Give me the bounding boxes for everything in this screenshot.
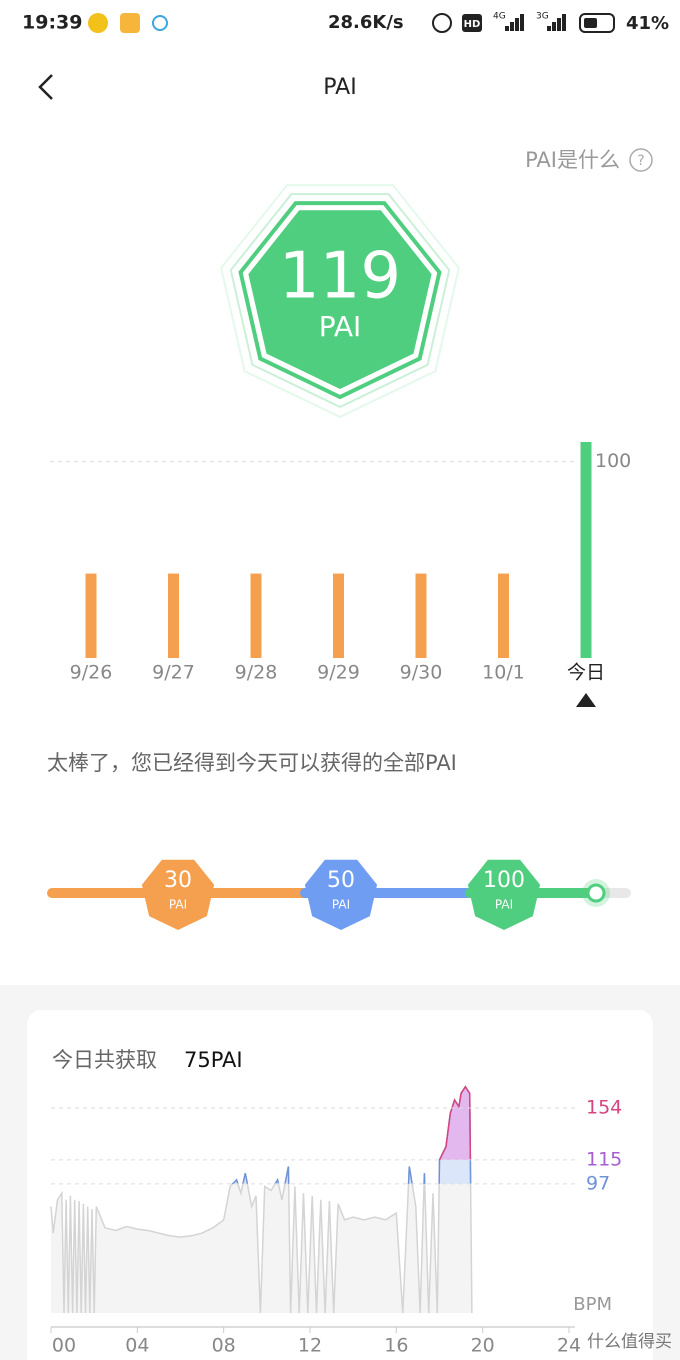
- milestone-value: 50: [327, 868, 355, 893]
- card-title: 今日共获取: [52, 1048, 157, 1072]
- milestone-value: 100: [483, 868, 525, 893]
- progress-knob: [586, 883, 606, 903]
- x-tick-label: 04: [125, 1335, 149, 1357]
- app-icon: [88, 13, 108, 33]
- x-tick-label: 16: [384, 1335, 408, 1357]
- hr-line: [50, 1085, 473, 1314]
- bar: [168, 573, 179, 658]
- x-tick-label: 9/30: [400, 662, 443, 684]
- app-icon: [120, 13, 140, 33]
- message: 太棒了，您已经得到今天可以获得的全部PAI: [47, 751, 457, 775]
- battery-level: [584, 18, 597, 28]
- hr-area: [51, 1086, 472, 1313]
- watermark: 什么值得买: [587, 1332, 672, 1352]
- milestone-unit: PAI: [495, 898, 513, 912]
- y-tick-label: 115: [586, 1148, 622, 1170]
- x-tick-label: 9/27: [152, 662, 195, 684]
- help-icon[interactable]: [629, 148, 653, 172]
- signal: [505, 14, 524, 31]
- score-value: 119: [279, 240, 401, 314]
- hd: HD: [464, 19, 481, 30]
- signal: [547, 14, 566, 31]
- hd-badge: [462, 14, 482, 32]
- bar: [580, 442, 592, 658]
- alarm-icon: [432, 13, 452, 33]
- milestone-value: 30: [164, 868, 192, 893]
- help-icon-text: ?: [637, 153, 644, 169]
- badge-ring: [220, 184, 460, 419]
- x-tick-label: 08: [212, 1335, 236, 1357]
- hr-area-zone: [232, 1086, 471, 1184]
- milestone-unit: PAI: [332, 898, 350, 912]
- score-badge: [220, 184, 460, 419]
- app-icon: [152, 15, 168, 31]
- help-link[interactable]: PAI是什么: [525, 148, 620, 172]
- milestone-unit: PAI: [169, 898, 187, 912]
- card-total: 75PAI: [184, 1048, 243, 1072]
- battery: [579, 13, 615, 33]
- back-button[interactable]: [38, 74, 53, 100]
- score-unit: PAI: [319, 310, 362, 343]
- x-tick-label: 今日: [567, 662, 605, 684]
- bar: [250, 573, 262, 658]
- y-tick-label: 100: [595, 450, 631, 472]
- y-tick-label: 154: [586, 1096, 622, 1118]
- x-tick-label: 9/28: [235, 662, 278, 684]
- x-tick-label: 10/1: [482, 662, 525, 684]
- milestone-badge: [304, 859, 378, 930]
- net-speed: 28.6K/s: [328, 12, 404, 33]
- bar: [498, 573, 509, 658]
- milestone-badge: [141, 859, 215, 930]
- page-title: PAI: [323, 75, 356, 100]
- milestone-badge: [467, 859, 541, 930]
- x-tick-label: 9/26: [70, 662, 113, 684]
- bar: [333, 573, 344, 658]
- net-type: 3G: [536, 12, 549, 22]
- badge-ring: [229, 193, 451, 409]
- x-tick-label: 24: [557, 1335, 581, 1357]
- x-tick-label: 12: [298, 1335, 322, 1357]
- y-axis-label: BPM: [573, 1294, 612, 1315]
- net-type: 4G: [493, 12, 506, 22]
- x-tick-label: 00: [52, 1335, 76, 1357]
- battery-text: 41%: [626, 13, 669, 34]
- time: 19:39: [22, 12, 82, 34]
- bar: [85, 573, 97, 658]
- y-tick-label: 97: [586, 1172, 610, 1194]
- x-tick-label: 9/29: [317, 662, 360, 684]
- bar: [415, 573, 427, 658]
- badge: [248, 210, 432, 389]
- x-tick-label: 20: [471, 1335, 495, 1357]
- selected-marker: [576, 693, 596, 707]
